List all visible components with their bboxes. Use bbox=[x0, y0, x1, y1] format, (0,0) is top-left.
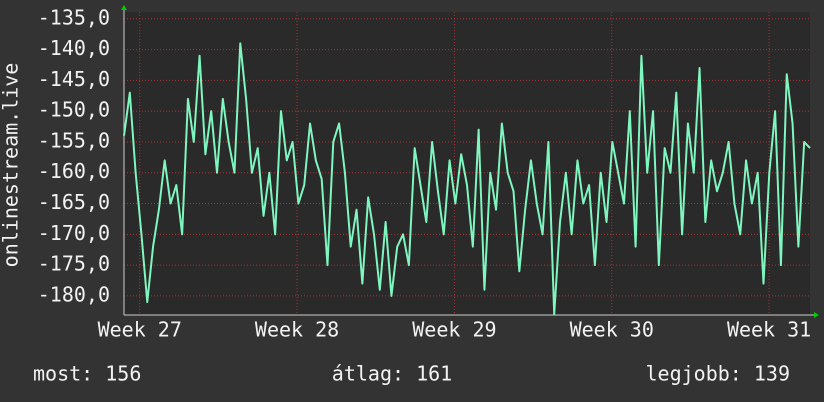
x-tick-label: Week 27 bbox=[98, 318, 182, 342]
y-tick-label: -165,0 bbox=[38, 190, 110, 214]
y-tick-label: -175,0 bbox=[38, 252, 110, 276]
x-tick-label: Week 29 bbox=[412, 318, 496, 342]
y-tick-label: -160,0 bbox=[38, 159, 110, 183]
footer-best: legjobb: 139 bbox=[646, 362, 791, 386]
y-tick-label: -150,0 bbox=[38, 98, 110, 122]
footer-average: átlag: 161 bbox=[332, 362, 452, 386]
footer-current: most: 156 bbox=[33, 362, 141, 386]
x-tick-label: Week 31 bbox=[727, 318, 811, 342]
y-axis-arrow bbox=[121, 5, 127, 10]
plot-area bbox=[124, 12, 810, 315]
y-tick-label: -145,0 bbox=[38, 67, 110, 91]
y-tick-label: -140,0 bbox=[38, 36, 110, 60]
y-axis-label: onlinestream.live bbox=[0, 63, 23, 268]
data-line bbox=[123, 42, 811, 316]
y-tick-label: -170,0 bbox=[38, 221, 110, 245]
x-tick-label: Week 28 bbox=[255, 318, 339, 342]
y-tick-label: -180,0 bbox=[38, 282, 110, 306]
y-tick-label: -155,0 bbox=[38, 128, 110, 152]
x-axis-arrow bbox=[814, 312, 819, 318]
x-tick-label: Week 30 bbox=[570, 318, 654, 342]
y-tick-label: -135,0 bbox=[38, 5, 110, 29]
